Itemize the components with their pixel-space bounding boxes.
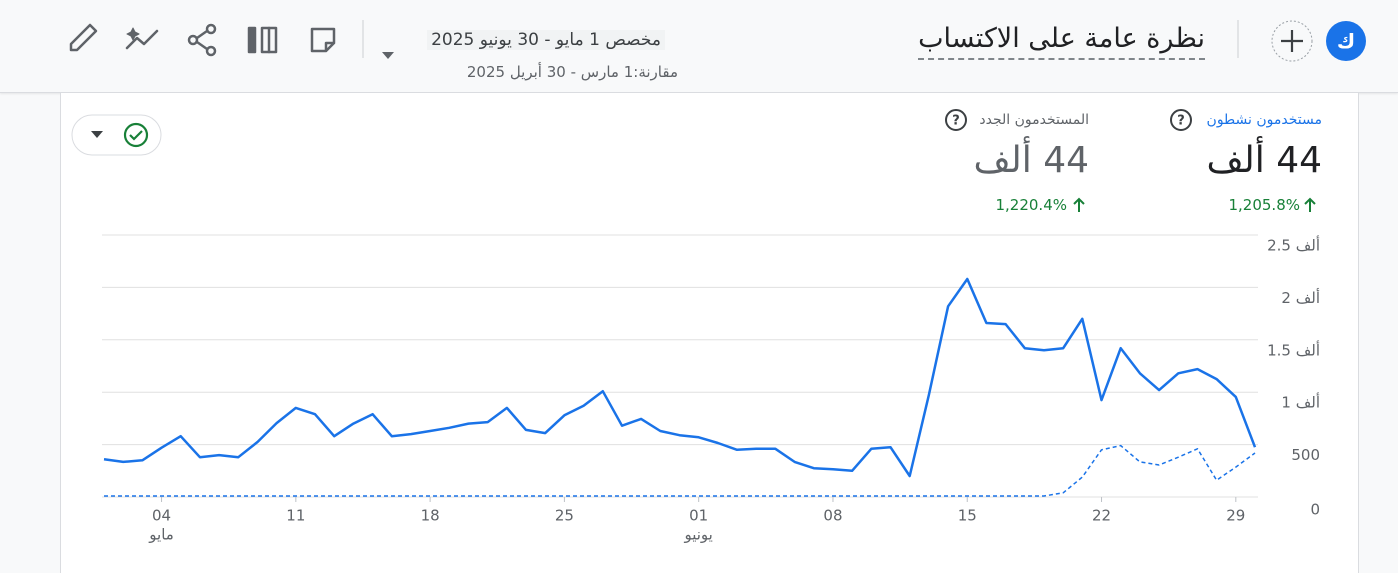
x-tick-label: 11: [286, 507, 305, 525]
top-bar: [0, 0, 1398, 93]
date-dropdown[interactable]: [382, 52, 394, 59]
y-tick-label: 1.5 ألف: [1267, 340, 1320, 359]
svg-text:?: ?: [1177, 114, 1185, 129]
y-tick-label: 2.5 ألف: [1267, 236, 1320, 255]
svg-text:?: ?: [952, 114, 960, 129]
x-tick-label: 15: [958, 507, 977, 525]
avatar[interactable]: ك: [1326, 21, 1366, 61]
metric-label[interactable]: المستخدمون الجدد: [979, 112, 1089, 128]
chart-card: [60, 93, 1359, 573]
up-arrow: [1073, 197, 1085, 212]
report-title: نظرة عامة على الاكتساب: [918, 22, 1205, 60]
metric-value: 44 ألف: [973, 140, 1090, 181]
insights-icon[interactable]: [125, 27, 159, 50]
edit-icon[interactable]: [69, 23, 98, 52]
x-tick-label: 01: [689, 507, 708, 525]
comparison-line: [104, 444, 1256, 497]
x-tick-label: 25: [555, 507, 574, 525]
y-tick-label: 0: [1310, 501, 1320, 519]
y-tick-label: 1 ألف: [1281, 393, 1320, 412]
add-button[interactable]: [1271, 20, 1313, 62]
x-tick-label: 22: [1092, 507, 1111, 525]
y-tick-label: 2 ألف: [1281, 288, 1320, 307]
share-icon[interactable]: [187, 23, 217, 57]
x-month-label: مايو: [148, 526, 174, 544]
metric-change: 1,220.4%: [995, 196, 1067, 214]
y-tick-label: 500: [1291, 446, 1320, 464]
series-line: [103, 277, 1257, 478]
x-tick-label: 08: [823, 507, 842, 525]
x-tick-label: 29: [1226, 507, 1245, 525]
comparison-range: مقارنة:1 مارس - 30 أبريل 2025: [466, 63, 678, 81]
metric-value: 44 ألف: [1206, 140, 1323, 181]
compare-icon[interactable]: [247, 26, 278, 54]
metric-label[interactable]: مستخدمون نشطون: [1206, 112, 1322, 128]
x-month-label: يونيو: [683, 526, 712, 544]
help-icon[interactable]: ?: [1170, 109, 1192, 131]
up-arrow: [1304, 197, 1316, 212]
date-range[interactable]: مخصص 1 مايو - 30 يونيو 2025: [427, 30, 665, 50]
toolbar-icons: [69, 20, 1313, 62]
help-icon[interactable]: ?: [945, 109, 967, 131]
metric-change: 1,205.8%: [1228, 196, 1300, 214]
x-tick-label: 04: [152, 507, 171, 525]
note-icon[interactable]: [310, 27, 336, 53]
card-controls: ? ?: [71, 109, 1316, 212]
x-tick-label: 18: [421, 507, 440, 525]
series-picker[interactable]: [71, 114, 162, 156]
